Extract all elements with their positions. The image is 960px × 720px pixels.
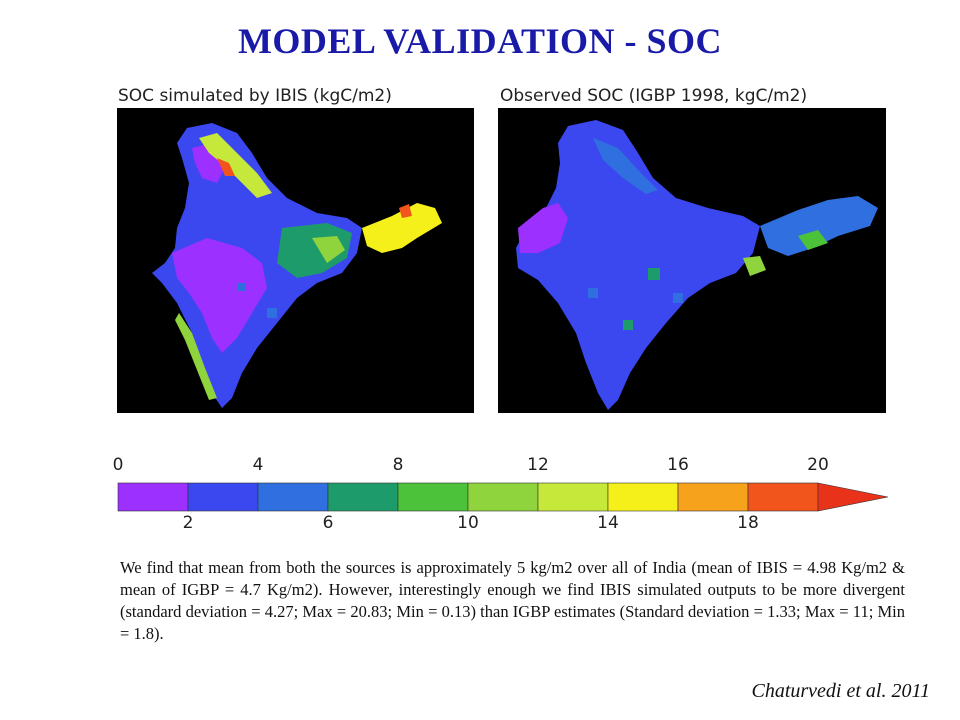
legend-segment-2 bbox=[257, 482, 329, 512]
page-title: MODEL VALIDATION - SOC bbox=[237, 21, 723, 61]
legend-segment-6 bbox=[537, 482, 609, 512]
legend-tick-2: 2 bbox=[182, 513, 194, 533]
igbp-northeast-green bbox=[798, 230, 828, 250]
legend-tick-16: 16 bbox=[667, 455, 689, 475]
igbp-northeast bbox=[760, 196, 878, 256]
igbp-soc-map bbox=[498, 108, 886, 413]
legend-tick-10: 10 bbox=[457, 513, 479, 533]
legend-tick-20: 20 bbox=[807, 455, 829, 475]
legend-segment-0 bbox=[117, 482, 189, 512]
legend-segment-1 bbox=[187, 482, 259, 512]
description-text: We find that mean from both the sources … bbox=[120, 558, 905, 643]
igbp-map-graphic bbox=[516, 120, 878, 410]
india-mainland-igbp bbox=[516, 120, 760, 410]
legend-segment-3 bbox=[327, 482, 399, 512]
legend-tick-4: 4 bbox=[252, 455, 264, 475]
right-map-caption: Observed SOC (IGBP 1998, kgC/m2) bbox=[500, 86, 808, 106]
legend-tick-0: 0 bbox=[112, 455, 124, 475]
ibis-purple-region bbox=[172, 238, 267, 353]
legend-colorbar: 0 4 8 12 16 20 2 6 10 14 18 bbox=[100, 455, 890, 535]
legend-arrow bbox=[817, 482, 889, 512]
legend-tick-6: 6 bbox=[322, 513, 334, 533]
ibis-east-yellow bbox=[312, 236, 345, 263]
igbp-himalaya bbox=[593, 138, 658, 194]
ibis-soc-map bbox=[117, 108, 474, 413]
legend-segment-9 bbox=[747, 482, 819, 512]
legend-segment-5 bbox=[467, 482, 539, 512]
legend-segment-7 bbox=[607, 482, 679, 512]
igbp-northwest-purple bbox=[518, 203, 568, 253]
legend-segment-4 bbox=[397, 482, 469, 512]
citation: Chaturvedi et al. 2011 bbox=[751, 680, 931, 702]
ibis-northeast bbox=[362, 203, 442, 253]
left-map-caption: SOC simulated by IBIS (kgC/m2) bbox=[118, 86, 392, 106]
legend-tick-14: 14 bbox=[597, 513, 619, 533]
legend-tick-12: 12 bbox=[527, 455, 549, 475]
ibis-west-coast bbox=[175, 313, 217, 400]
legend-tick-8: 8 bbox=[392, 455, 404, 475]
legend-segment-8 bbox=[677, 482, 749, 512]
legend-graphic bbox=[117, 482, 889, 512]
ibis-himalaya-band bbox=[199, 133, 272, 198]
ibis-himalaya-red bbox=[217, 158, 235, 176]
igbp-east-green bbox=[743, 256, 766, 276]
legend-tick-18: 18 bbox=[737, 513, 759, 533]
ibis-map-graphic bbox=[152, 123, 442, 408]
ibis-northeast-red bbox=[399, 204, 412, 218]
